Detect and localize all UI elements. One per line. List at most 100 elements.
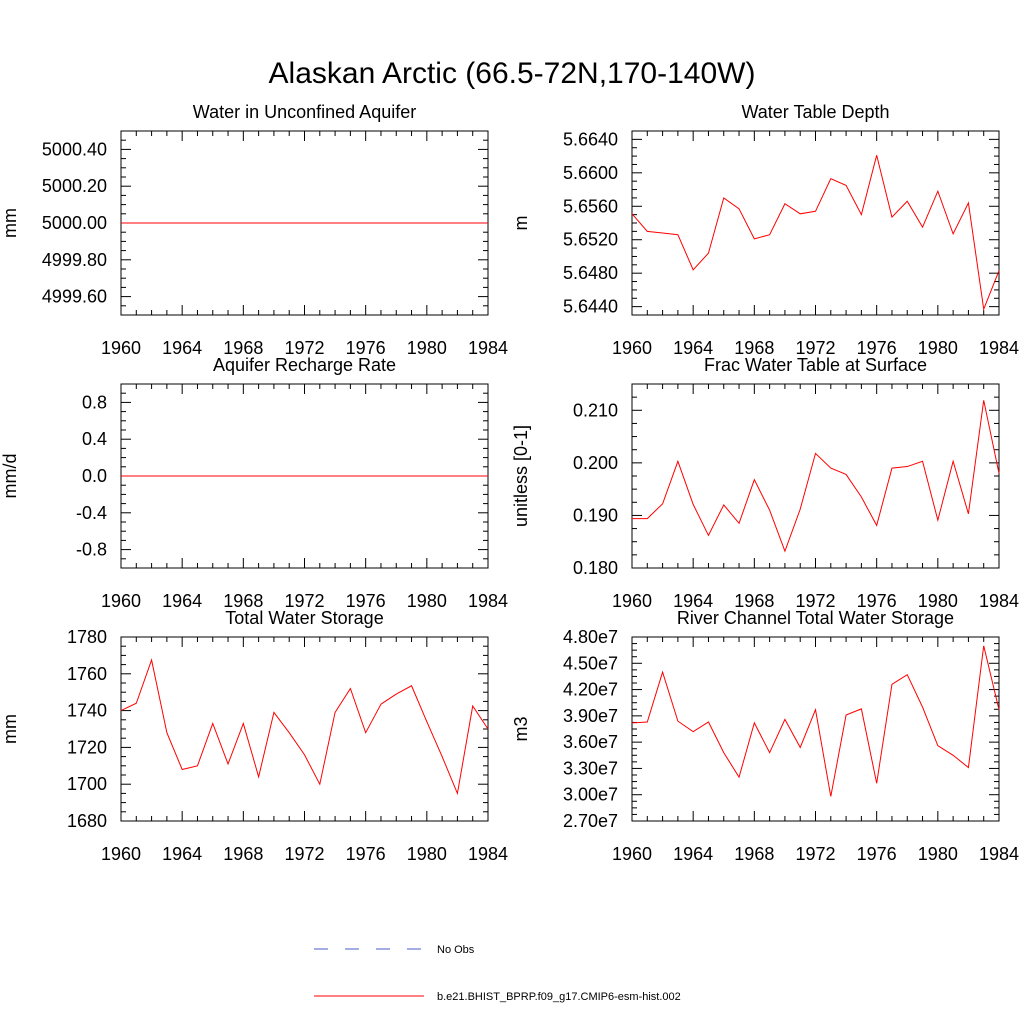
data-point: [677, 720, 679, 722]
data-point: [151, 475, 153, 477]
data-point: [380, 475, 382, 477]
data-point: [120, 710, 122, 712]
figure-title: Alaskan Arctic (66.5-72N,170-140W): [269, 57, 756, 90]
x-tick-label: 1976: [857, 844, 897, 864]
data-point: [860, 496, 862, 498]
data-point: [349, 222, 351, 224]
data-point: [753, 238, 755, 240]
data-point: [441, 475, 443, 477]
data-point: [738, 522, 740, 524]
data-point: [334, 711, 336, 713]
series-line: [120, 658, 489, 796]
panel-1: Water in Unconfined Aquifer mm 1960 1964 196…: [0, 102, 508, 358]
data-point: [365, 475, 367, 477]
x-tick-label: 1960: [612, 338, 652, 358]
data-point: [876, 524, 878, 526]
data-point: [646, 230, 648, 232]
x-tick-label: 1964: [162, 591, 202, 611]
y-tick-label: 1780: [67, 627, 107, 647]
data-point: [304, 754, 306, 756]
plot-frame: [631, 383, 1000, 569]
data-point: [166, 732, 168, 734]
y-tick-label: 5.6560: [563, 196, 618, 216]
data-point: [692, 503, 694, 505]
data-point: [411, 222, 413, 224]
data-point: [319, 222, 321, 224]
data-point: [998, 709, 1000, 711]
data-point: [922, 460, 924, 462]
y-tick-label: 1680: [67, 811, 107, 831]
data-point: [922, 706, 924, 708]
data-point: [411, 475, 413, 477]
x-tick-label: 1960: [612, 844, 652, 864]
x-tick-label: 1968: [223, 338, 263, 358]
x-tick-label: 1960: [101, 338, 141, 358]
data-point: [876, 154, 878, 156]
y-tick-label: 5.6600: [563, 163, 618, 183]
y-tick-label: 3.00e7: [563, 785, 618, 805]
data-point: [860, 708, 862, 710]
y-axis-label: mm: [0, 208, 20, 238]
data-point: [395, 475, 397, 477]
y-tick-label: 3.30e7: [563, 758, 618, 778]
x-tick-label: 1976: [857, 591, 897, 611]
data-point: [380, 222, 382, 224]
x-tick-label: 1984: [979, 844, 1019, 864]
x-tick-label: 1968: [734, 338, 774, 358]
data-point: [288, 475, 290, 477]
panel-3: Aquifer Recharge Rate mm/d 1960 1964 1968 197…: [0, 355, 508, 611]
x-tick-label: 1984: [979, 338, 1019, 358]
y-axis-label: mm/d: [0, 454, 20, 499]
y-tick-label: 1760: [67, 664, 107, 684]
data-point: [952, 460, 954, 462]
data-point: [906, 200, 908, 202]
data-point: [273, 711, 275, 713]
x-tick-label: 1964: [162, 338, 202, 358]
data-point: [242, 722, 244, 724]
data-point: [426, 475, 428, 477]
y-tick-label: 3.60e7: [563, 732, 618, 752]
data-point: [952, 233, 954, 235]
y-tick-label: -0.4: [76, 503, 107, 523]
y-tick-label: 4.50e7: [563, 653, 618, 673]
y-tick-label: 5.6440: [563, 297, 618, 317]
panel-title: River Channel Total Water Storage: [677, 608, 954, 628]
data-point: [707, 721, 709, 723]
data-point: [998, 270, 1000, 272]
y-tick-label: 4999.60: [42, 287, 107, 307]
data-point: [135, 475, 137, 477]
x-tick-label: 1984: [468, 844, 508, 864]
data-point: [365, 222, 367, 224]
data-point: [876, 782, 878, 784]
y-tick-label: 5.6480: [563, 263, 618, 283]
data-point: [906, 466, 908, 468]
data-point: [937, 190, 939, 192]
y-tick-label: 5.6520: [563, 230, 618, 250]
x-tick-label: 1972: [795, 338, 835, 358]
y-tick-label: 2.70e7: [563, 811, 618, 831]
data-point: [723, 504, 725, 506]
data-point: [769, 234, 771, 236]
data-point: [830, 795, 832, 797]
data-point: [227, 475, 229, 477]
legend-entry-model: b.e21.BHIST_BPRP.f09_g17.CMIP6-esm-hist.…: [314, 991, 681, 1003]
x-tick-label: 1972: [284, 338, 324, 358]
data-point: [738, 776, 740, 778]
data-point: [769, 752, 771, 754]
y-tick-label: 0.4: [82, 429, 107, 449]
panel-5: Total Water Storage mm 1960 1964 1968 1972 197…: [0, 608, 508, 864]
data-point: [135, 222, 137, 224]
legend-entry-obs: No Obs: [314, 944, 475, 956]
data-point: [334, 475, 336, 477]
data-point: [349, 688, 351, 690]
data-point: [845, 184, 847, 186]
data-point: [830, 467, 832, 469]
x-tick-label: 1960: [101, 591, 141, 611]
data-point: [967, 513, 969, 515]
data-point: [395, 693, 397, 695]
data-point: [845, 714, 847, 716]
data-point: [998, 472, 1000, 474]
x-tick-label: 1960: [101, 844, 141, 864]
data-point: [723, 197, 725, 199]
